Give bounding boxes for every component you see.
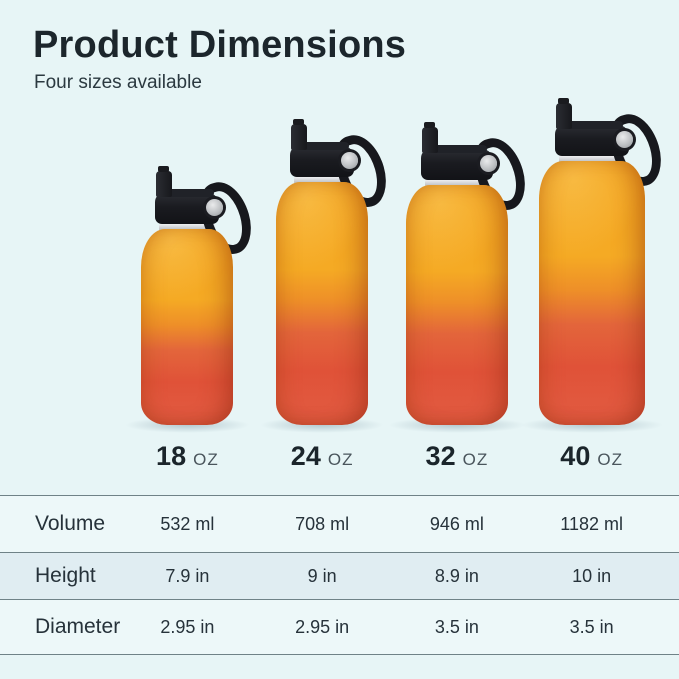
table-cell: 946 ml xyxy=(429,513,484,534)
size-label-18oz: 18 OZ xyxy=(120,441,255,472)
table-cell: 1182 ml xyxy=(560,513,623,534)
bottle-body xyxy=(405,185,508,425)
row-label: Diameter xyxy=(35,615,121,638)
bottle-18oz xyxy=(125,165,259,433)
size-unit: OZ xyxy=(193,450,219,469)
size-value: 32 xyxy=(425,441,456,471)
bottle-body xyxy=(276,182,369,425)
table-cell: 2.95 in xyxy=(295,616,350,637)
neck-ring xyxy=(558,155,625,164)
bottle-body xyxy=(141,229,234,425)
table-cell: 2.95 in xyxy=(160,616,215,637)
table-row-diameter: Diameter 2.95 in 2.95 in 3.5 in 3.5 in xyxy=(0,600,679,655)
table-cell: 3.5 in xyxy=(434,616,479,637)
size-label-row: 18 OZ 24 OZ 32 OZ 40 OZ xyxy=(0,441,679,472)
size-label-40oz: 40 OZ xyxy=(524,441,659,472)
handle-rivet-icon xyxy=(479,155,497,172)
table-cell: 10 in xyxy=(572,565,612,586)
neck-ring xyxy=(294,176,351,185)
size-unit: OZ xyxy=(597,450,623,469)
size-value: 40 xyxy=(560,441,591,471)
row-label: Volume xyxy=(35,512,106,535)
table-cell: 708 ml xyxy=(295,513,350,534)
bottle-body xyxy=(538,161,645,425)
table-cell: 3.5 in xyxy=(569,616,614,637)
spacer xyxy=(659,441,679,472)
handle-rivet-icon xyxy=(615,131,633,148)
table-cell: 8.9 in xyxy=(434,565,479,586)
bottle-40oz xyxy=(520,97,668,433)
table-cell: 9 in xyxy=(307,565,337,586)
size-unit: OZ xyxy=(462,450,489,469)
size-label-32oz: 32 OZ xyxy=(390,441,525,472)
bottle-lineup xyxy=(0,95,679,433)
handle-rivet-icon xyxy=(341,152,359,169)
straw-spout-icon xyxy=(555,98,572,129)
table-cell: 532 ml xyxy=(160,513,215,534)
table-row-height: Height 7.9 in 9 in 8.9 in 10 in xyxy=(0,553,679,600)
size-value: 18 xyxy=(156,441,187,471)
bottle-32oz xyxy=(388,121,533,433)
neck-ring xyxy=(159,223,216,232)
size-unit: OZ xyxy=(327,450,354,469)
page-subtitle: Four sizes available xyxy=(34,72,202,93)
spacer xyxy=(0,441,120,472)
row-label: Height xyxy=(35,564,96,587)
size-value: 24 xyxy=(290,441,321,471)
neck-ring xyxy=(424,179,489,188)
bottle-24oz xyxy=(260,118,394,433)
dimensions-table: Volume 532 ml 708 ml 946 ml 1182 ml Heig… xyxy=(0,495,679,655)
straw-spout-icon xyxy=(421,122,438,153)
table-row-volume: Volume 532 ml 708 ml 946 ml 1182 ml xyxy=(0,496,679,553)
table-cell: 7.9 in xyxy=(165,565,210,586)
size-label-24oz: 24 OZ xyxy=(255,441,390,472)
handle-rivet-icon xyxy=(206,199,224,216)
straw-spout-icon xyxy=(156,166,173,197)
page-title: Product Dimensions xyxy=(33,24,407,66)
straw-spout-icon xyxy=(291,119,308,150)
